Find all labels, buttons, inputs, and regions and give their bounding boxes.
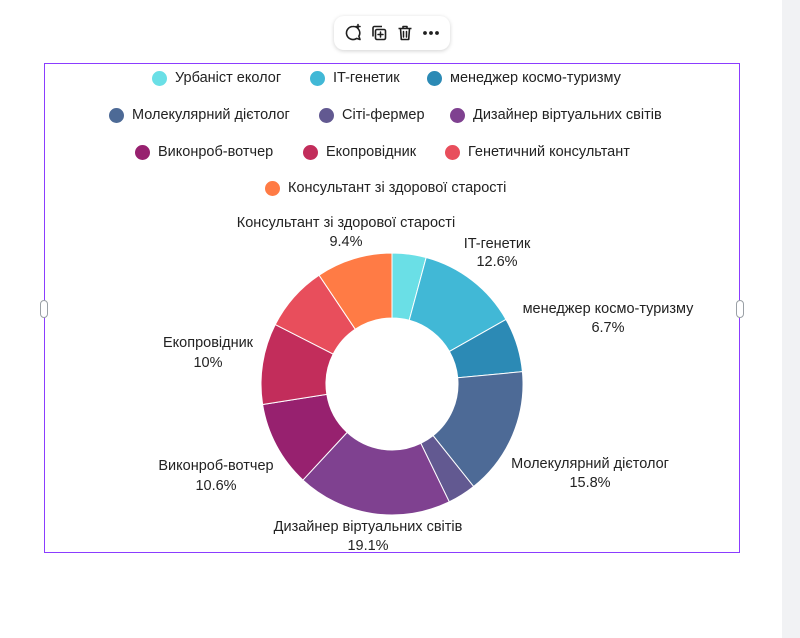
legend-item: IT-генетик — [310, 70, 400, 86]
element-toolbar — [334, 16, 450, 50]
legend-swatch — [445, 144, 460, 160]
legend-label: Виконроб-вотчер — [158, 144, 274, 160]
more-icon — [423, 31, 439, 35]
duplicate-icon — [372, 25, 387, 41]
legend-label: Консультант зі здорової старості — [288, 180, 507, 196]
legend-swatch — [135, 144, 150, 160]
legend-swatch — [109, 107, 124, 123]
legend-swatch — [152, 70, 167, 86]
duplicate-button[interactable] — [366, 20, 392, 46]
comment-add-icon — [345, 23, 361, 41]
legend-swatch — [310, 70, 325, 86]
delete-button[interactable] — [392, 20, 418, 46]
legend-item: Сіті-фермер — [319, 107, 425, 123]
legend-item: Урбаніст еколог — [152, 70, 281, 86]
legend-label: менеджер космо-туризму — [450, 70, 621, 86]
legend-item: Дизайнер віртуальних світів — [450, 107, 662, 123]
more-options-button[interactable] — [418, 20, 444, 46]
legend-label: Екопровідник — [326, 144, 417, 160]
resize-handle-right[interactable] — [736, 300, 744, 318]
legend-swatch — [319, 107, 334, 123]
legend-item: менеджер космо-туризму — [427, 70, 621, 86]
trash-icon — [398, 25, 412, 41]
chart-selection-frame[interactable] — [44, 63, 740, 553]
add-comment-button[interactable] — [340, 20, 366, 46]
legend-swatch — [303, 144, 318, 160]
legend-label: Дизайнер віртуальних світів — [473, 107, 662, 123]
legend-label: Молекулярний дієтолог — [132, 107, 290, 123]
legend-item: Екопровідник — [303, 144, 416, 160]
legend-swatch — [427, 70, 442, 86]
resize-handle-left[interactable] — [40, 300, 48, 318]
legend-item: Консультант зі здорової старості — [265, 180, 506, 196]
legend-item: Молекулярний дієтолог — [109, 107, 290, 123]
legend-item: Виконроб-вотчер — [135, 144, 273, 160]
legend-swatch — [450, 107, 465, 123]
legend-label: Сіті-фермер — [342, 107, 425, 123]
legend-label: IT-генетик — [333, 70, 400, 86]
legend-swatch — [265, 180, 280, 196]
legend-item: Генетичний консультант — [445, 144, 630, 160]
legend-label: Генетичний консультант — [468, 144, 630, 160]
legend-label: Урбаніст еколог — [175, 70, 282, 86]
